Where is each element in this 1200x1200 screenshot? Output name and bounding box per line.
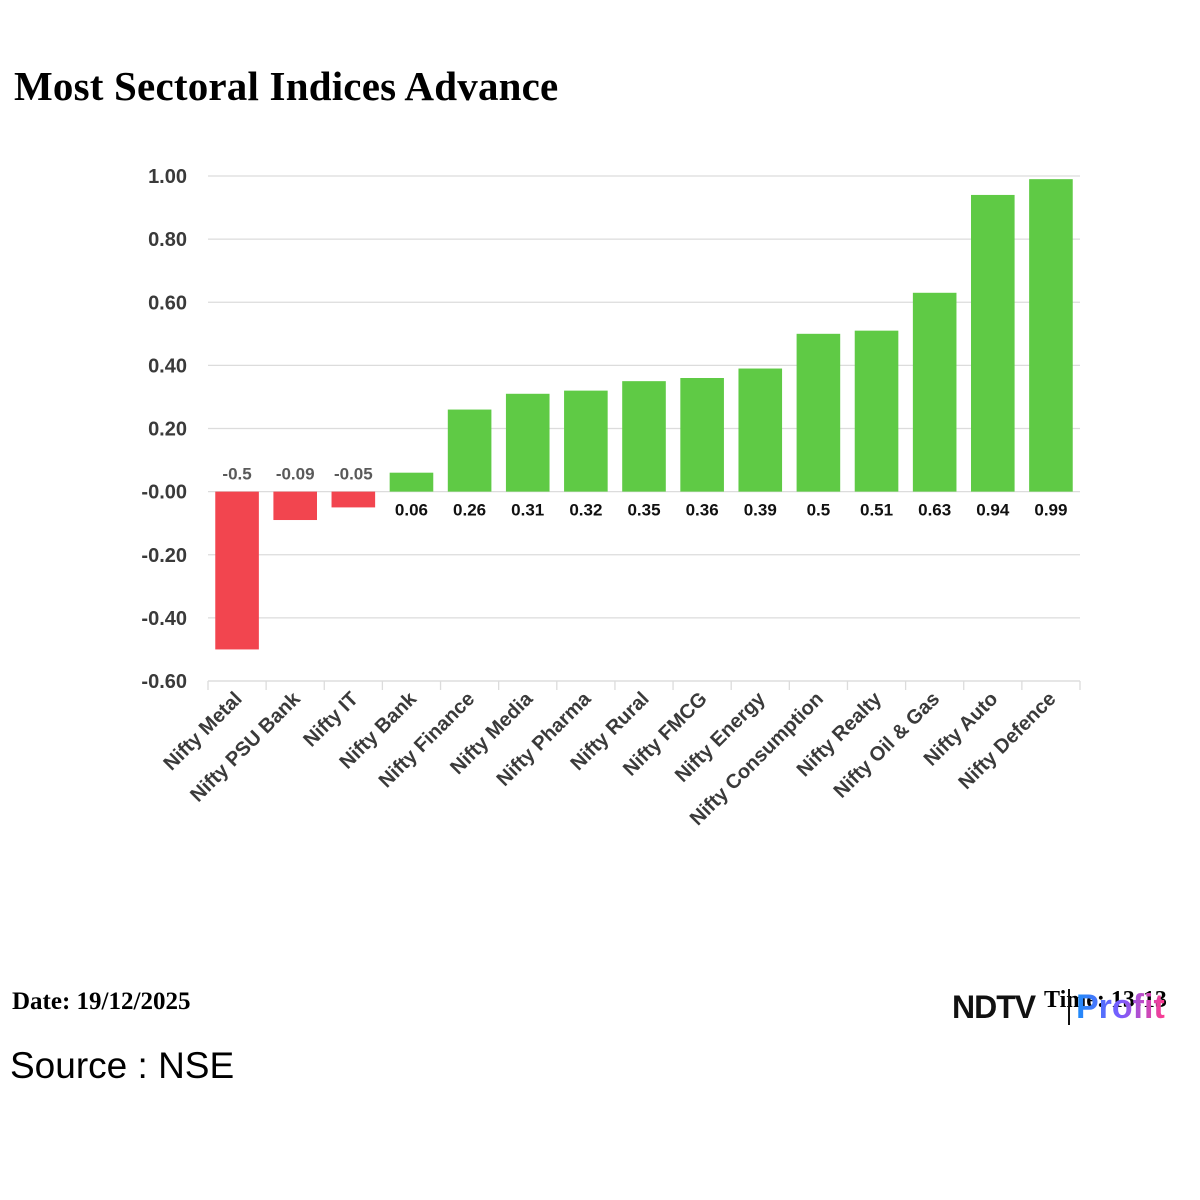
data-label: -0.09: [276, 465, 315, 484]
y-tick-label: 1.00: [148, 166, 187, 188]
bar-chart: 1.00 0.80 0.60 0.40 0.20 -0.00 -0.20 -0.40 -0.60…: [141, 166, 1081, 830]
y-tick-label: 0.40: [148, 355, 187, 377]
bar: [564, 390, 608, 492]
bar: [912, 292, 957, 492]
data-label: 0.31: [511, 501, 544, 520]
bar: [971, 194, 1015, 492]
data-label: 0.63: [918, 501, 951, 520]
bar: [331, 491, 376, 508]
x-category-label: Nifty Oil & Gas: [830, 688, 945, 803]
bar: [389, 472, 434, 492]
bar: [738, 368, 783, 492]
y-tick-label: -0.60: [141, 671, 187, 693]
y-tick-label: 0.80: [148, 229, 187, 251]
bar: [680, 378, 724, 492]
y-tick-label: -0.00: [141, 482, 187, 504]
data-label: 0.32: [569, 501, 602, 520]
brand-separator: [1068, 989, 1070, 1025]
bar: [796, 333, 841, 492]
bar: [215, 491, 259, 650]
data-label: 0.35: [627, 501, 660, 520]
data-label: 0.39: [744, 501, 777, 520]
chart-title: Most Sectoral Indices Advance: [14, 63, 559, 109]
y-tick-label: -0.20: [141, 545, 187, 567]
data-label: 0.99: [1034, 501, 1067, 520]
bar: [854, 330, 899, 492]
bar: [505, 393, 550, 492]
x-category-label: Nifty PSU Bank: [186, 687, 305, 806]
data-label: 0.51: [860, 501, 893, 520]
brand-ndtv: NDTV: [952, 989, 1036, 1025]
data-label: 0.26: [453, 501, 486, 520]
date-label: Date: 19/12/2025: [12, 988, 191, 1015]
y-tick-label: -0.40: [141, 608, 187, 630]
bar: [1029, 179, 1073, 492]
y-tick-label: 0.60: [148, 292, 187, 314]
time-label: Time: 13:13: [1044, 987, 1167, 1013]
ndtv-profit-logo: Time: 13:13 NDTV Profit: [952, 985, 1192, 1035]
bar: [622, 381, 666, 492]
data-label: -0.5: [222, 465, 251, 484]
bar: [273, 491, 317, 521]
bar: [447, 409, 492, 492]
y-tick-label: 0.20: [148, 419, 187, 441]
data-label: 0.5: [807, 501, 831, 520]
brand-profit: Profit: [1076, 988, 1165, 1026]
source-label: Source : NSE: [10, 1045, 235, 1086]
data-label: 0.36: [686, 501, 719, 520]
data-label: 0.06: [395, 501, 428, 520]
data-label: -0.05: [334, 465, 373, 484]
data-label: 0.94: [976, 501, 1010, 520]
